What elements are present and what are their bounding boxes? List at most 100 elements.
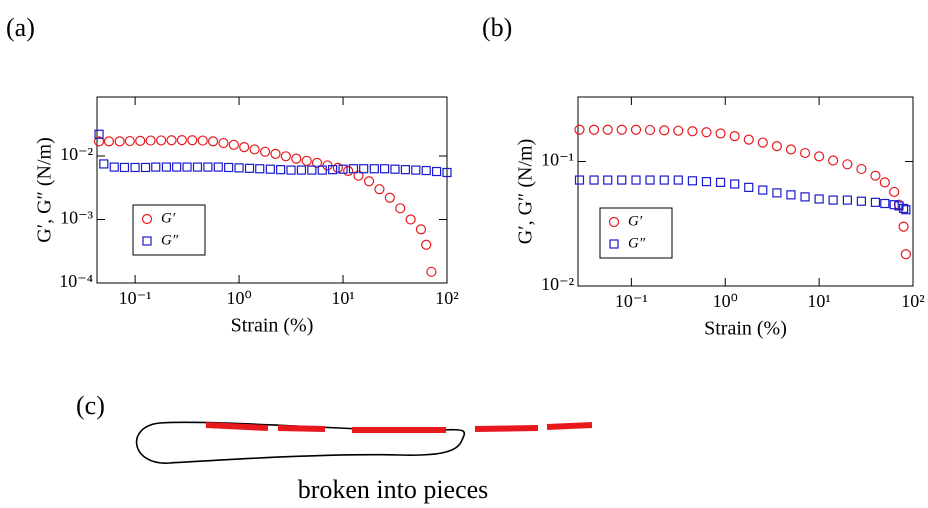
data-point bbox=[94, 129, 104, 139]
data-point bbox=[109, 162, 119, 172]
y-tick-label: 10⁻² bbox=[541, 274, 574, 294]
data-point bbox=[151, 162, 161, 172]
data-point bbox=[889, 200, 899, 210]
x-axis-label: Strain (%) bbox=[704, 318, 787, 340]
data-point bbox=[286, 165, 296, 175]
data-point bbox=[415, 224, 427, 235]
panel-label: (a) bbox=[6, 13, 35, 42]
data-point bbox=[772, 188, 782, 198]
data-point bbox=[192, 162, 203, 172]
data-point bbox=[715, 177, 726, 187]
data-point bbox=[384, 192, 395, 203]
data-point bbox=[644, 124, 656, 136]
data-point bbox=[870, 197, 881, 207]
data-point bbox=[301, 155, 312, 166]
data-point bbox=[307, 165, 317, 175]
panel-label: (c) bbox=[76, 391, 105, 420]
caption: broken into pieces bbox=[298, 475, 489, 504]
data-point bbox=[771, 141, 783, 152]
data-point bbox=[359, 164, 369, 174]
x-tick-label: 10² bbox=[435, 288, 458, 308]
data-point bbox=[616, 124, 627, 135]
y-axis-label: G′, G″ (N/m) bbox=[515, 139, 537, 244]
data-point bbox=[140, 162, 151, 173]
data-point bbox=[239, 142, 250, 153]
data-point bbox=[889, 186, 900, 198]
legend-box bbox=[599, 207, 673, 259]
data-point bbox=[203, 162, 213, 172]
legend-marker bbox=[142, 236, 152, 246]
data-point bbox=[103, 136, 115, 147]
piece bbox=[474, 425, 539, 432]
legend-marker bbox=[608, 216, 620, 228]
y-tick-label: 10⁻² bbox=[60, 144, 93, 164]
fracture-pieces bbox=[205, 422, 593, 433]
legend-marker bbox=[141, 213, 153, 225]
data-point bbox=[645, 175, 655, 185]
data-point bbox=[673, 125, 684, 136]
y-tick-label: 10⁻³ bbox=[60, 208, 94, 228]
legend-label: G″ bbox=[161, 232, 179, 248]
piece bbox=[205, 422, 269, 431]
data-point bbox=[799, 147, 811, 159]
data-point bbox=[574, 175, 585, 185]
legend-marker bbox=[609, 239, 619, 249]
piece bbox=[546, 422, 593, 430]
data-point bbox=[353, 170, 364, 181]
data-point bbox=[187, 135, 198, 146]
data-point bbox=[166, 135, 177, 146]
data-point bbox=[901, 205, 911, 215]
data-point bbox=[856, 196, 866, 206]
y-tick-label: 10⁻⁴ bbox=[59, 271, 93, 291]
legend-label: G′ bbox=[161, 210, 176, 226]
data-point bbox=[603, 175, 613, 185]
data-point bbox=[631, 175, 641, 185]
data-point bbox=[800, 192, 810, 202]
data-point bbox=[145, 135, 156, 146]
y-tick-label: 10⁻¹ bbox=[541, 150, 574, 170]
data-point bbox=[291, 153, 302, 164]
data-point bbox=[218, 137, 229, 149]
data-point bbox=[870, 170, 881, 181]
data-point bbox=[130, 162, 140, 173]
data-point bbox=[630, 124, 642, 135]
data-point bbox=[757, 137, 768, 148]
data-point bbox=[363, 176, 375, 187]
data-point bbox=[317, 165, 327, 175]
data-point bbox=[260, 146, 271, 157]
data-point bbox=[842, 159, 853, 170]
data-point bbox=[244, 163, 255, 173]
data-point bbox=[348, 164, 359, 174]
data-point bbox=[255, 164, 265, 174]
data-point bbox=[828, 195, 838, 205]
data-point bbox=[390, 164, 400, 174]
x-tick-label: 10¹ bbox=[807, 291, 830, 311]
data-point bbox=[197, 135, 208, 146]
data-point bbox=[715, 128, 726, 139]
data-point bbox=[124, 135, 135, 147]
data-point bbox=[758, 185, 768, 195]
data-point bbox=[786, 190, 796, 200]
x-tick-label: 10⁰ bbox=[713, 291, 738, 311]
data-point bbox=[172, 162, 182, 172]
data-point bbox=[743, 134, 754, 145]
data-point bbox=[588, 124, 600, 135]
x-axis-label: Strain (%) bbox=[231, 315, 314, 337]
data-point bbox=[421, 239, 432, 250]
data-point bbox=[785, 144, 797, 155]
data-point bbox=[224, 162, 234, 173]
data-point bbox=[617, 175, 627, 185]
data-point bbox=[421, 165, 431, 176]
data-point bbox=[114, 136, 125, 147]
data-point bbox=[442, 167, 452, 178]
data-point bbox=[343, 165, 354, 177]
data-point bbox=[99, 159, 109, 169]
data-point bbox=[659, 125, 670, 136]
data-point bbox=[234, 163, 244, 173]
plot-frame bbox=[577, 96, 914, 287]
data-point bbox=[659, 175, 669, 185]
data-point bbox=[898, 221, 909, 232]
data-point bbox=[701, 176, 712, 187]
data-point bbox=[814, 194, 824, 204]
